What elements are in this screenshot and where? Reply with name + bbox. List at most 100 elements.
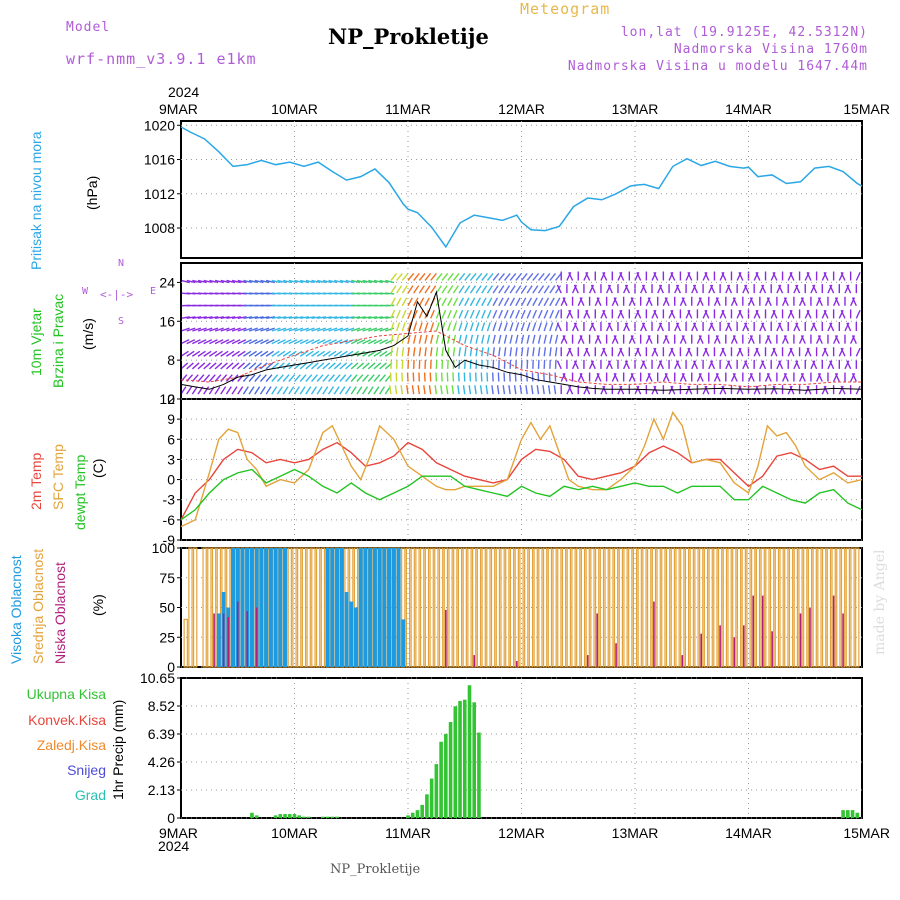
wind-arrow [549,309,555,319]
wind-arrow [447,334,451,344]
wind-arrow [732,297,738,307]
year-top: 2024 [168,84,200,100]
wind-arrow [186,386,193,395]
wind-arrow [407,273,415,281]
low-cloud-bar [246,611,249,667]
wind-arrow [585,272,591,281]
wind-arrow [681,335,687,344]
wind-arrow [553,385,557,395]
low-cloud-bar [681,655,684,667]
wind-arrow [562,373,568,382]
wind-arrow [192,327,202,332]
wind-arrow [259,374,267,382]
wind-arrow [515,309,521,319]
wind-arrow [350,374,358,382]
high-cloud-bar [377,548,382,667]
wind-arrow [681,373,687,382]
wind-arrow [515,297,521,307]
wind-arrow [288,374,296,382]
wind-arrow [475,322,480,332]
wind-arrow [339,374,347,382]
wind-arrow [305,350,314,357]
wind-arrow [248,327,258,332]
wind-arrow [351,279,361,284]
wind-arrow [579,297,585,307]
wind-arrow [846,360,852,370]
wind-arrow [503,322,508,332]
wind-arrow [254,316,264,320]
wind-arrow [192,316,202,320]
wind-arrow [413,297,419,307]
wind-arrow [855,272,861,281]
high-cloud-bar [216,613,221,667]
wind-arrow [362,327,372,332]
wind-arrow [305,279,315,284]
wind-arrow [498,273,505,281]
wind-arrow [322,316,332,320]
wind-arrow [254,279,264,284]
wind-arrow [328,362,336,370]
x-tick-label-bottom: 13MAR [612,825,659,841]
model-name: wrf-nmm_v3.9.1 e1km [66,50,257,68]
wind-arrow [316,327,326,332]
low-cloud-bar [445,609,447,667]
wind-arrow [316,339,326,345]
wind-arrow [670,347,676,357]
mid-cloud-bar [623,547,628,668]
wind-arrow [373,374,381,382]
wind-arrow [441,273,449,281]
mid-cloud-bar [519,547,524,668]
mid-cloud-bar [434,547,439,668]
wind-arrow [590,284,596,294]
legend-freezing-rain: Zaledj.Kisa [36,737,106,753]
precip-bar [306,816,311,818]
wind-arrow [727,284,733,294]
wind-arrow [271,362,280,370]
wind-arrow [452,309,458,319]
wind-arrow [664,335,670,344]
wind-arrow [373,362,382,370]
wind-arrow [441,309,447,319]
wind-arrow [237,316,247,320]
mid-cloud-bar [202,547,207,668]
wind-arrow [520,273,528,281]
wind-arrow [823,347,829,357]
low-cloud-bar [236,601,239,667]
wind-arrow [209,316,219,320]
wind-arrow [413,273,420,281]
mid-cloud-bar [311,547,316,668]
wind-arrow [613,297,619,307]
wind-arrow [749,297,755,307]
wind-arrow [783,297,789,307]
wind-arrow [772,347,778,357]
high-cloud-bar [278,548,283,667]
wind-arrow [537,309,543,319]
wind-arrow [362,386,369,395]
wind-arrow [282,374,290,382]
wind-arrow [469,285,476,294]
wind-arrow [829,360,835,370]
wind-arrow [265,350,275,357]
wind-arrow [568,385,574,395]
wind-arrow [447,273,454,281]
mid-cloud-bar [505,547,510,668]
wind-arrow [271,327,281,332]
wind-arrow [418,285,425,294]
wind-arrow [373,327,383,332]
wind-arrow [675,284,682,294]
wind-arrow [687,347,693,357]
wind-arrow [180,350,189,357]
wind-arrow [260,327,270,332]
wind-arrow [214,316,225,320]
wind-arrow [356,362,365,370]
x-tick-label-top: 11MAR [385,101,431,117]
wind-arrow [390,347,393,357]
low-cloud-bar [719,625,721,667]
wind-arrow [532,273,540,281]
wind-arrow [772,309,778,319]
wind-arrow [441,347,444,357]
mid-cloud-bar [703,547,709,668]
wind-arrow [537,334,542,344]
wind-arrow [368,316,378,320]
wind-arrow [254,386,261,395]
